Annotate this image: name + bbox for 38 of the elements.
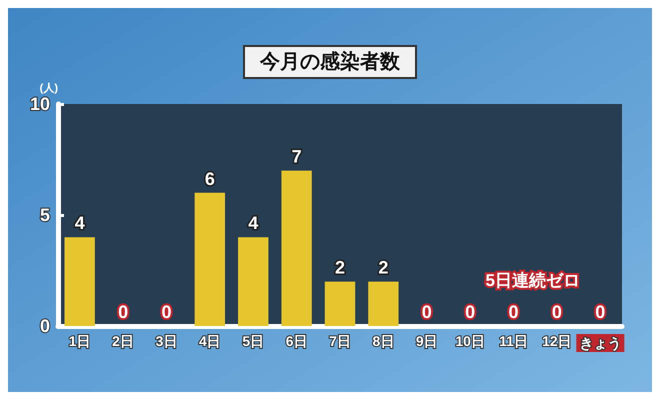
- x-tick-label: 7日: [329, 333, 351, 349]
- bar: [238, 237, 268, 326]
- x-tick-label: 12日: [542, 333, 572, 349]
- chart-title: 今月の感染者数: [259, 50, 401, 73]
- x-tick-label: きょう: [579, 335, 622, 352]
- y-axis-title: (人): [40, 82, 58, 95]
- data-label: 7: [292, 146, 302, 167]
- x-tick-label: 4日: [198, 333, 221, 349]
- bar: [194, 192, 226, 326]
- data-label: 0: [422, 302, 432, 322]
- data-label: 4: [74, 213, 85, 234]
- x-tick-label: 8日: [372, 333, 394, 349]
- x-tick-label: 6日: [286, 333, 308, 349]
- bar: [368, 282, 399, 326]
- data-label: 2: [334, 258, 346, 278]
- data-label: 0: [161, 302, 172, 322]
- data-label: 0: [595, 302, 606, 322]
- annotation: 5日連続ゼロ: [486, 271, 580, 290]
- y-tick-label: 0: [40, 316, 50, 336]
- data-label: 0: [552, 302, 562, 322]
- data-label: 0: [508, 302, 519, 322]
- bar: [324, 282, 356, 326]
- data-label: 2: [378, 258, 388, 278]
- y-tick-label: 10: [30, 94, 50, 114]
- data-label: 6: [204, 168, 215, 189]
- x-tick-label: 2日: [112, 333, 134, 349]
- x-tick-label: 3日: [156, 333, 178, 349]
- y-tick-label: 5: [40, 205, 50, 225]
- data-label: 4: [248, 213, 258, 234]
- data-label: 0: [465, 302, 476, 322]
- data-label: 0: [118, 302, 128, 322]
- bar: [281, 170, 312, 326]
- x-tick-label: 10日: [455, 333, 485, 349]
- x-tick-label: 5日: [242, 333, 264, 349]
- bar: [64, 237, 95, 326]
- x-tick-label: 1日: [68, 333, 91, 349]
- x-tick-label: 11日: [499, 333, 528, 349]
- x-tick-label: 9日: [416, 333, 438, 349]
